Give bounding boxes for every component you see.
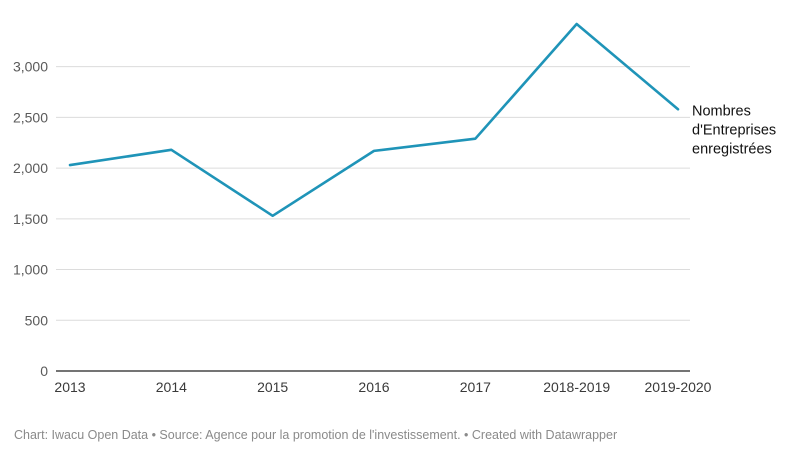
y-tick-label: 1,000 [13, 262, 48, 278]
y-axis: 0 500 1,000 1,500 2,000 2,500 3,000 [13, 59, 48, 379]
series-label-line: enregistrées [692, 141, 772, 157]
x-axis: 2013 2014 2015 2016 2017 2018-2019 2019-2020 [54, 379, 711, 395]
series-label: Nombres d'Entreprises enregistrées [692, 103, 776, 157]
series-layer [68, 22, 680, 218]
series-line [68, 22, 680, 218]
x-tick-label: 2018-2019 [543, 379, 610, 395]
x-tick-label: 2013 [54, 379, 85, 395]
series-label-line: d'Entreprises [692, 122, 776, 138]
x-tick-label: 2017 [460, 379, 491, 395]
series-label-line: Nombres [692, 103, 751, 119]
chart-footer: Chart: Iwacu Open Data • Source: Agence … [14, 428, 618, 442]
x-tick-label: 2014 [156, 379, 187, 395]
x-tick-label: 2016 [358, 379, 389, 395]
y-tick-label: 500 [25, 312, 49, 328]
y-tick-label: 0 [40, 363, 48, 379]
y-tick-label: 1,500 [13, 211, 48, 227]
y-tick-label: 2,000 [13, 160, 48, 176]
y-tick-label: 3,000 [13, 59, 48, 75]
x-tick-label: 2019-2020 [645, 379, 712, 395]
grid-lines [56, 66, 690, 321]
y-tick-label: 2,500 [13, 109, 48, 125]
x-tick-label: 2015 [257, 379, 288, 395]
series-label-group: Nombres d'Entreprises enregistrées [692, 103, 776, 157]
